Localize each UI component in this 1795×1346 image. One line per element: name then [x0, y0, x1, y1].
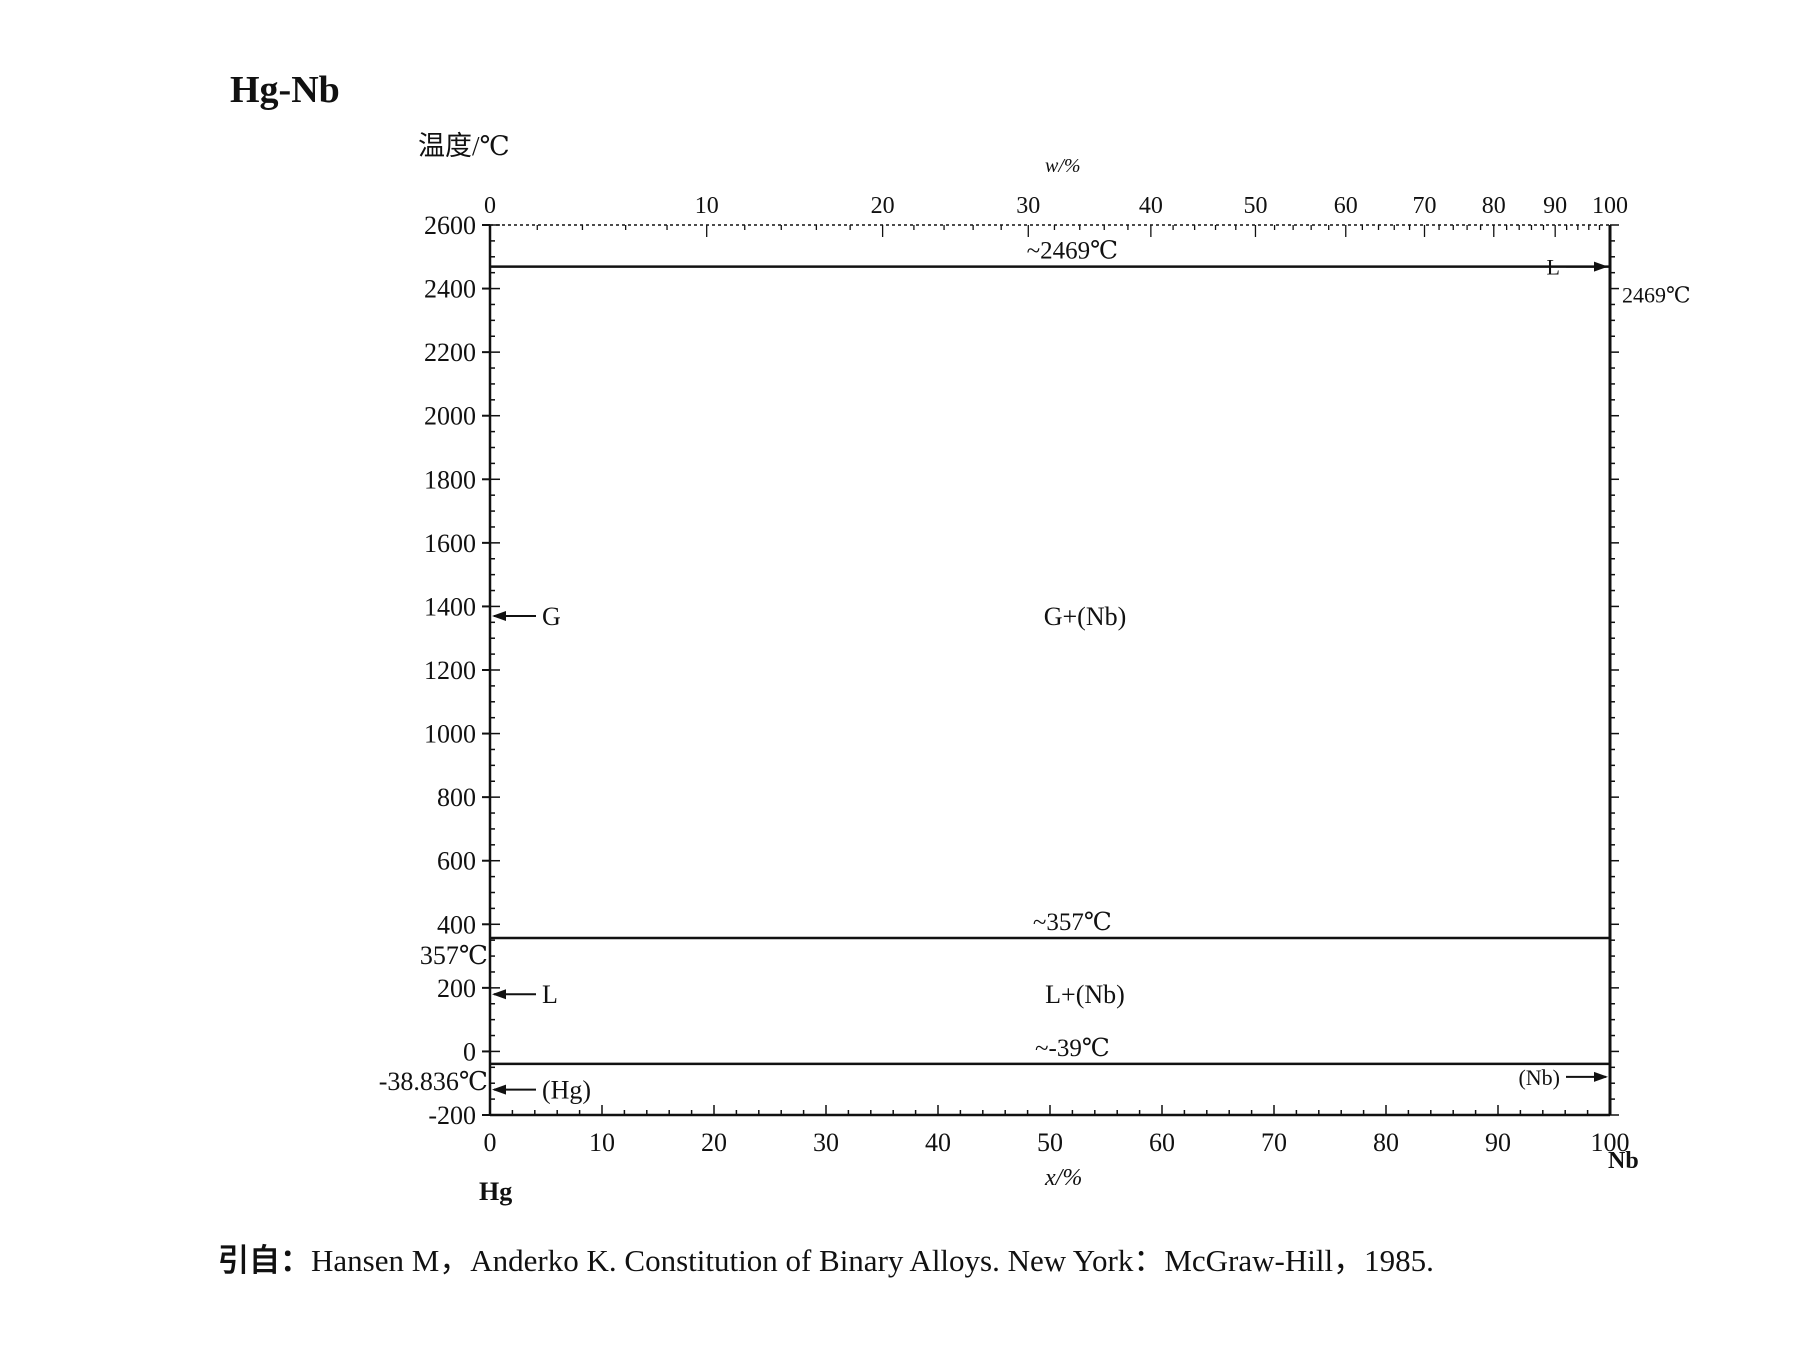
left-arrow-head	[492, 989, 506, 1000]
y-axis-ticks: 2600240022002000180016001400120010008006…	[424, 211, 490, 1130]
left-phase-label: L	[542, 980, 558, 1009]
right-phase-label: (Nb)	[1518, 1065, 1560, 1090]
x-top-tick-label: 100	[1592, 193, 1628, 219]
left-side-temperature-label: -38.836℃	[379, 1067, 488, 1096]
chart-title: Hg-Nb	[230, 69, 340, 111]
y-tick-label: -200	[428, 1101, 476, 1130]
left-arrow-head	[492, 610, 506, 621]
x-bottom-tick-label: 30	[813, 1128, 839, 1157]
y-axis-label: 温度/℃	[418, 131, 510, 161]
x-top-tick-label: 10	[695, 193, 719, 219]
y-tick-label: 0	[463, 1037, 476, 1066]
x-top-tick-label: 0	[484, 193, 496, 219]
x-bottom-tick-label: 50	[1037, 1128, 1063, 1157]
x-bottom-tick-label: 40	[925, 1128, 951, 1157]
right-phase-label: L	[1547, 255, 1560, 280]
isotherm-lines: ~2469℃ ~357℃ ~-39℃	[490, 238, 1610, 1066]
x-top-tick-label: 70	[1413, 193, 1437, 219]
top-x-axis-ticks: 0 10 20 30 40 50 60 70 80 90 100	[484, 193, 1628, 237]
left-element-label: Hg	[479, 1177, 512, 1206]
citation: 引自：Hansen M，Anderko K. Constitution of B…	[218, 1235, 1434, 1280]
x-bottom-tick-label: 70	[1261, 1128, 1287, 1157]
phase-arrows: G L (Hg) L (Nb)	[492, 255, 1608, 1105]
side-temperature-labels: 357℃ -38.836℃ 2469℃	[379, 283, 1691, 1096]
bottom-x-axis-ticks: 0 10 20 30 40 50 60 70 80 90 100	[484, 1105, 1630, 1157]
left-phase-label: G	[542, 602, 561, 631]
top-axis-label: w/%	[1045, 155, 1081, 177]
right-element-label: Nb	[1608, 1148, 1639, 1174]
y-tick-label: 1200	[424, 656, 476, 685]
citation-text: Hansen M，Anderko K. Constitution of Bina…	[311, 1243, 1434, 1278]
y-tick-label: 2400	[424, 275, 476, 304]
left-side-temperature-label: 357℃	[420, 941, 488, 970]
y-tick-label: 1600	[424, 529, 476, 558]
x-bottom-tick-label: 0	[484, 1128, 497, 1157]
y-tick-label: 200	[437, 974, 476, 1003]
x-bottom-tick-label: 10	[589, 1128, 615, 1157]
y-tick-label: 2600	[424, 211, 476, 240]
x-top-tick-label: 60	[1334, 193, 1358, 219]
left-phase-label: (Hg)	[542, 1076, 591, 1105]
y-tick-label: 400	[437, 910, 476, 939]
y-tick-label: 800	[437, 783, 476, 812]
x-top-tick-label: 30	[1016, 193, 1040, 219]
y-tick-label: 600	[437, 847, 476, 876]
x-bottom-tick-label: 60	[1149, 1128, 1175, 1157]
citation-prefix: 引自：	[218, 1243, 311, 1278]
x-bottom-tick-label: 20	[701, 1128, 727, 1157]
phase-region-label: L+(Nb)	[1045, 980, 1125, 1009]
x-bottom-tick-label: 100	[1591, 1128, 1630, 1157]
x-bottom-tick-label: 90	[1485, 1128, 1511, 1157]
phase-region-label: G+(Nb)	[1044, 602, 1127, 631]
right-arrow-head	[1594, 261, 1608, 272]
isotherm-label: ~2469℃	[1027, 238, 1119, 265]
x-top-tick-label: 90	[1543, 193, 1567, 219]
x-top-tick-label: 80	[1482, 193, 1506, 219]
y-tick-label: 1800	[424, 465, 476, 494]
left-arrow-head	[492, 1084, 506, 1095]
phase-region-labels: G+(Nb) L+(Nb)	[1044, 602, 1127, 1009]
isotherm-label: ~357℃	[1033, 909, 1112, 936]
x-top-tick-label: 50	[1243, 193, 1267, 219]
isotherm-label: ~-39℃	[1035, 1035, 1110, 1062]
y-tick-label: 1000	[424, 720, 476, 749]
right-arrow-head	[1594, 1071, 1608, 1082]
x-bottom-tick-label: 80	[1373, 1128, 1399, 1157]
bottom-axis-label: x/%	[1044, 1165, 1082, 1191]
y-tick-label: 2000	[424, 402, 476, 431]
x-top-tick-label: 40	[1139, 193, 1163, 219]
y-tick-label: 1400	[424, 592, 476, 621]
right-side-temperature-label: 2469℃	[1622, 283, 1691, 308]
y-tick-label: 2200	[424, 338, 476, 367]
x-top-tick-label: 20	[871, 193, 895, 219]
